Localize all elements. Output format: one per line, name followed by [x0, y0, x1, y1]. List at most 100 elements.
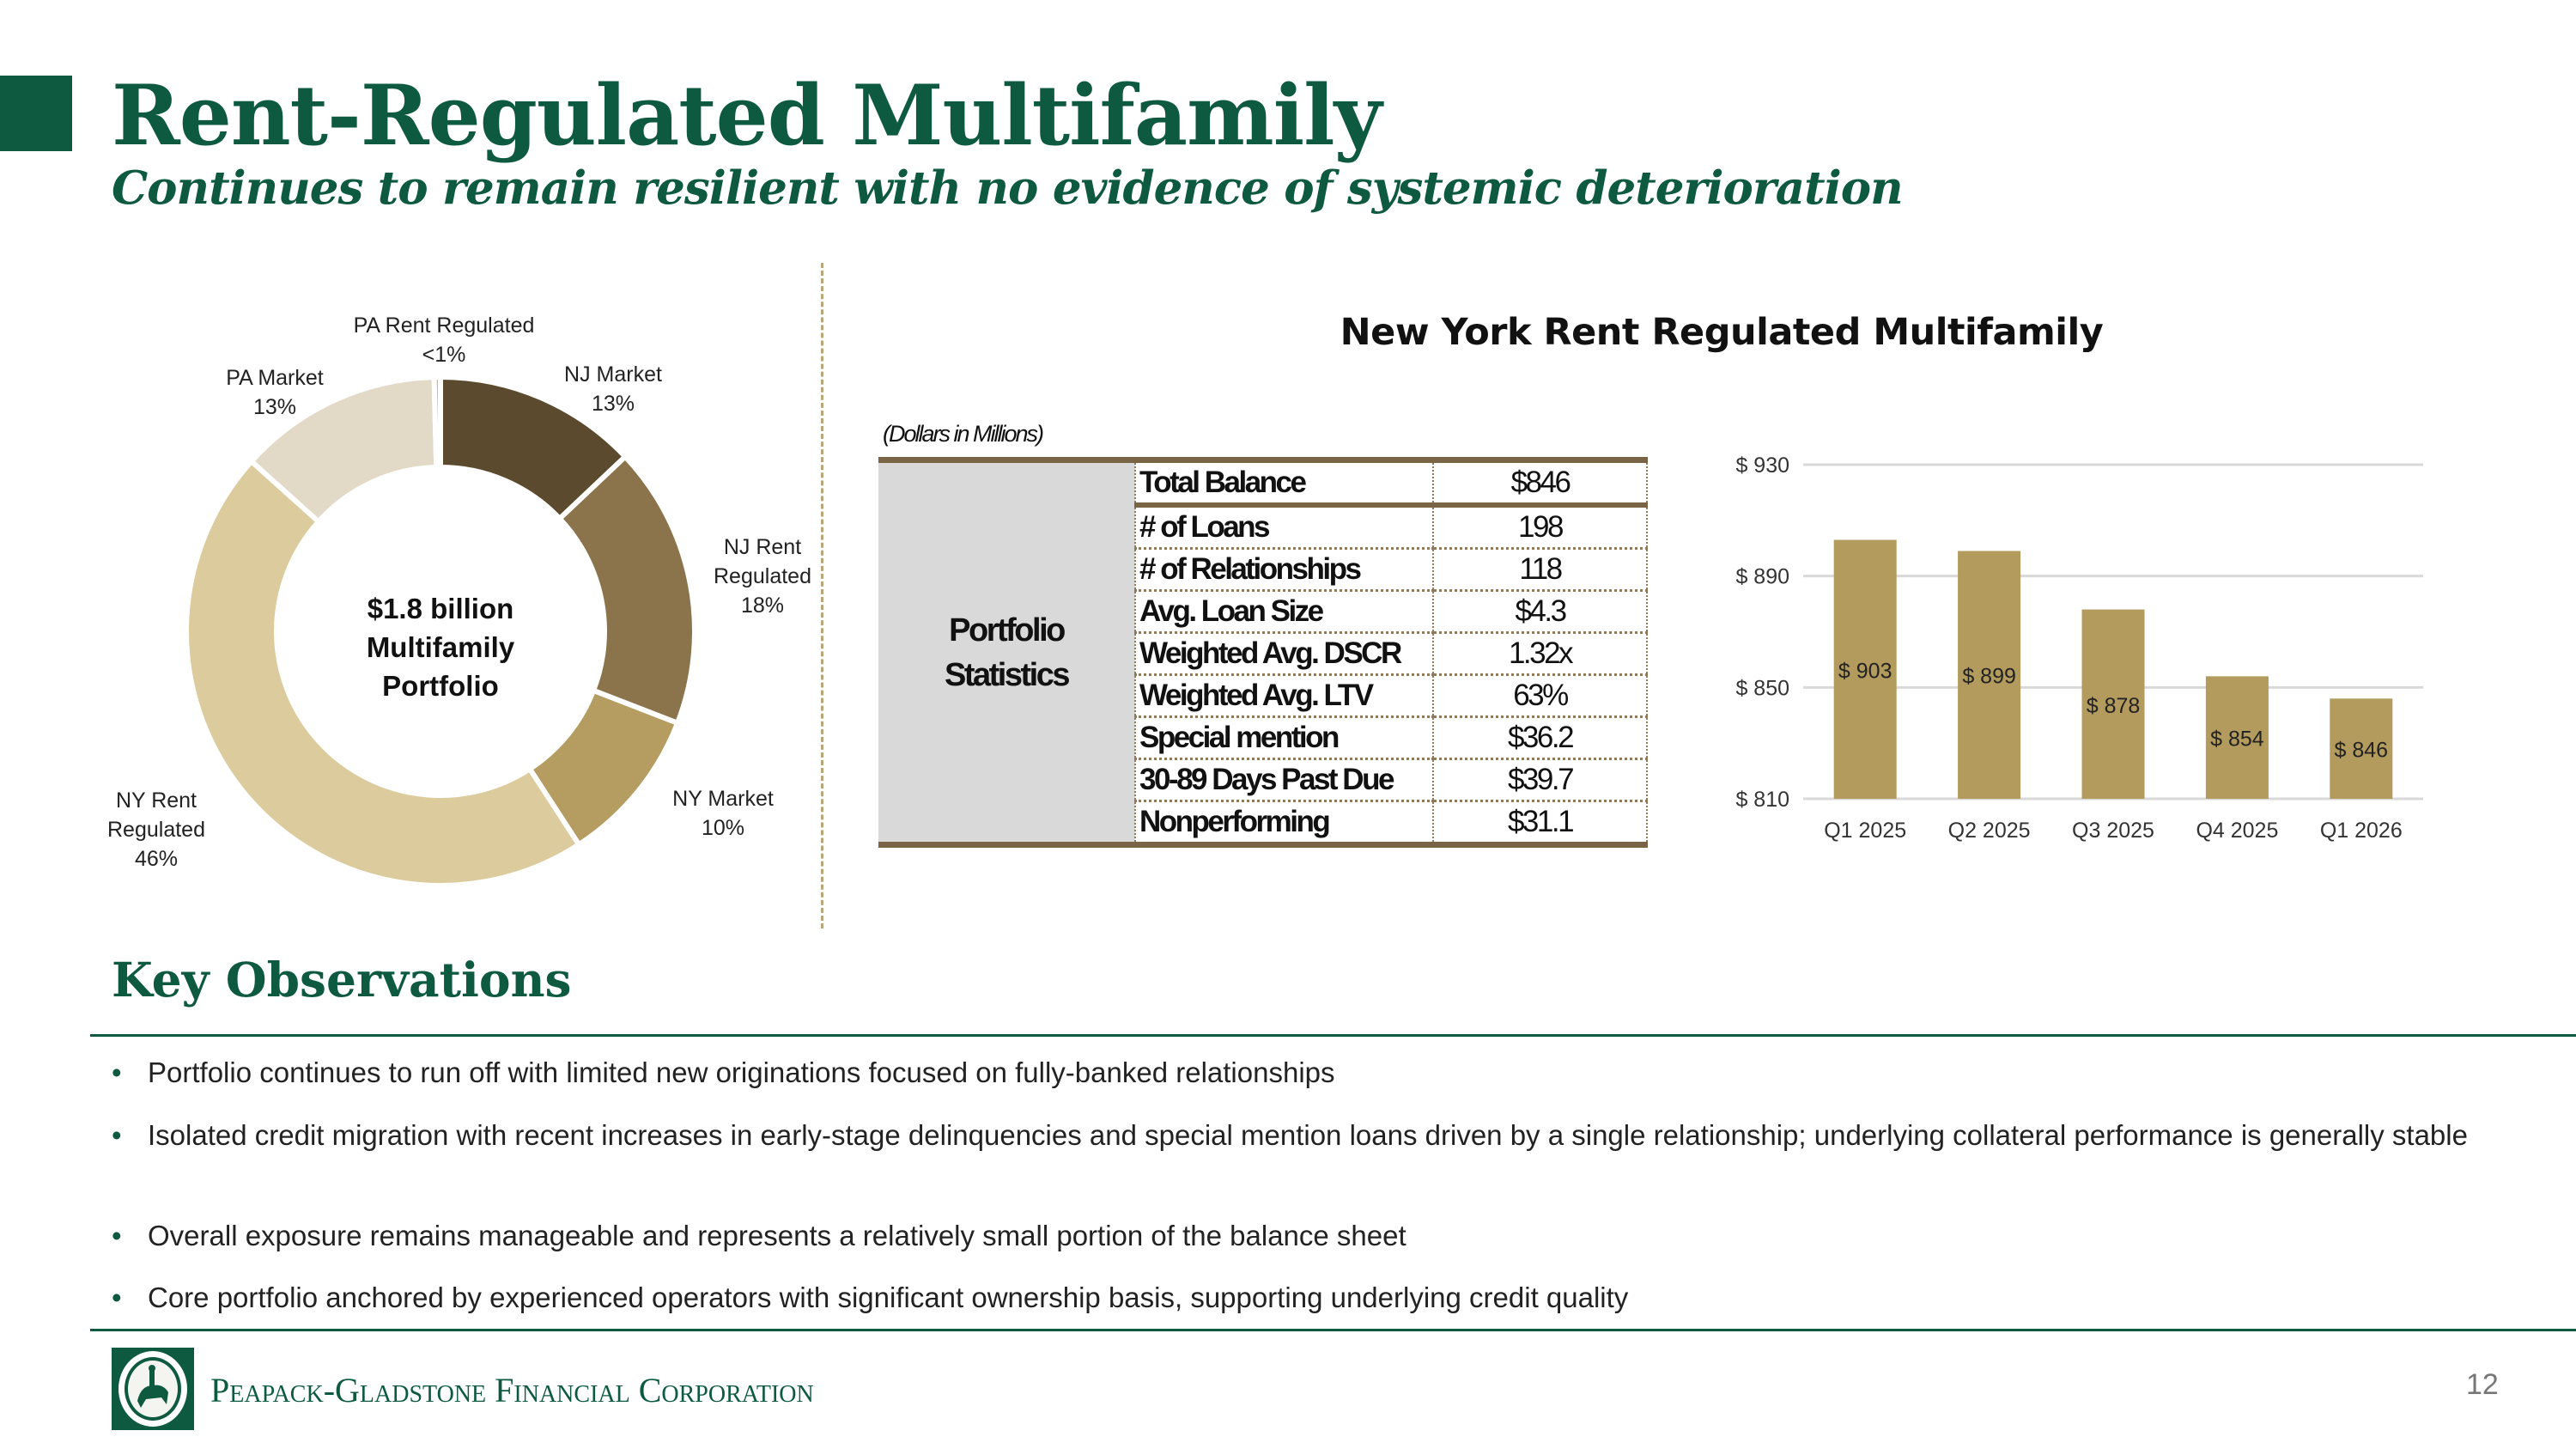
footer-divider	[90, 1329, 2576, 1331]
side-header-line: Portfolio	[949, 612, 1066, 648]
table-row: Portfolio Statistics Total Balance $846	[878, 460, 1648, 848]
row-label: Weighted Avg. DSCR	[1134, 632, 1434, 676]
row-label: Total Balance	[1134, 460, 1434, 508]
donut-label-line: 10%	[701, 816, 745, 840]
row-value: 118	[1433, 548, 1648, 592]
bar	[2081, 609, 2145, 799]
y-tick-label: $ 850	[1735, 676, 1789, 700]
page-title: Rent-Regulated Multifamily	[112, 67, 1382, 164]
observations-divider	[90, 1034, 2576, 1037]
bar	[1958, 551, 2021, 799]
company-logo	[112, 1348, 194, 1430]
row-label: # of Loans	[1134, 505, 1434, 550]
donut-label: PA Rent Regulated <1%	[354, 311, 535, 369]
row-value: 63%	[1433, 674, 1648, 718]
donut-center-line: Portfolio	[382, 670, 499, 702]
bar-data-label: $ 899	[1962, 665, 2016, 689]
bullet-icon: •	[112, 1220, 122, 1251]
row-value: $846	[1433, 460, 1648, 508]
ny-section-title: New York Rent Regulated Multifamily	[1340, 311, 2104, 354]
donut-label-line: 18%	[740, 594, 785, 618]
observation-text: Overall exposure remains manageable and …	[148, 1220, 1406, 1251]
x-tick-label: Q1 2025	[1824, 819, 1906, 843]
y-tick-label: $ 890	[1735, 565, 1789, 589]
x-tick-label: Q2 2025	[1948, 819, 2031, 843]
donut-label-line: NJ Market	[564, 362, 662, 387]
x-tick-label: Q3 2025	[2072, 819, 2154, 843]
row-label: Nonperforming	[1134, 801, 1434, 846]
table-row: Nonperforming $31.1	[878, 801, 1648, 846]
portfolio-donut-chart	[184, 374, 697, 888]
row-label: Weighted Avg. LTV	[1134, 674, 1434, 718]
donut-label-line: 13%	[591, 392, 635, 416]
portfolio-statistics-table: Portfolio Statistics Total Balance $846 # of…	[878, 457, 1648, 848]
observation-item: • Isolated credit migration with recent i…	[112, 1117, 2518, 1154]
y-tick-label: $ 930	[1735, 454, 1789, 478]
observation-item: • Overall exposure remains manageable and…	[112, 1217, 2518, 1255]
table-row: # of Relationships 118	[878, 548, 1648, 592]
observation-item: • Core portfolio anchored by experienced …	[112, 1279, 2518, 1317]
bullet-icon: •	[112, 1282, 122, 1313]
observation-text: Isolated credit migration with recent in…	[148, 1119, 2468, 1151]
bullet-icon: •	[112, 1119, 122, 1151]
donut-label-line: Regulated	[714, 564, 811, 588]
donut-label-line: Regulated	[107, 818, 205, 842]
bar	[2205, 676, 2269, 799]
company-name: Peapack-Gladstone Financial Corporation	[210, 1371, 814, 1409]
key-observations-heading: Key Observations	[112, 952, 572, 1008]
table-row: Weighted Avg. DSCR 1.32x	[878, 632, 1648, 676]
donut-label-line: NJ Rent	[723, 535, 802, 559]
donut-label: NJ Rent Regulated 18%	[714, 533, 811, 620]
observation-text: Core portfolio anchored by experienced o…	[148, 1282, 1629, 1313]
donut-center-line: Multifamily	[366, 631, 515, 663]
donut-label: NY Rent Regulated 46%	[107, 786, 205, 874]
bar-data-label: $ 846	[2335, 739, 2389, 763]
table-row: 30-89 Days Past Due $39.7	[878, 758, 1648, 802]
row-value: $36.2	[1433, 716, 1648, 760]
table-row: # of Loans 198	[878, 505, 1648, 550]
donut-label-line: <1%	[422, 343, 466, 367]
row-value: $31.1	[1433, 801, 1648, 846]
donut-label-line: NY Rent	[115, 788, 197, 813]
table-row: Avg. Loan Size $4.3	[878, 590, 1648, 634]
title-accent-square	[0, 76, 72, 151]
donut-label-line: 13%	[252, 395, 297, 419]
ny-balance-bar-chart: $ 810 $ 850 $ 890 $ 930 $ 903 Q1 2025 $ 899 Q2 …	[1735, 454, 2423, 843]
units-note: (Dollars in Millions)	[883, 421, 1044, 447]
page-subtitle: Continues to remain resilient with no ev…	[112, 161, 1904, 215]
donut-segment-pa-rent-regulated	[431, 374, 443, 471]
y-tick-label: $ 810	[1735, 788, 1789, 812]
row-label: Avg. Loan Size	[1134, 590, 1434, 634]
donut-center-line: $1.8 billion	[367, 593, 514, 624]
side-header: Portfolio Statistics	[878, 460, 1135, 848]
bar-data-label: $ 903	[1838, 659, 1893, 683]
donut-segment-ny-rent-regulated	[184, 457, 583, 888]
donut-center-label: $1.8 billion Multifamily Portfolio	[367, 589, 514, 705]
table-row: Weighted Avg. LTV 63%	[878, 674, 1648, 718]
table-row: Special mention $36.2	[878, 716, 1648, 760]
horse-rider-seal-icon	[118, 1351, 187, 1427]
bar	[2330, 698, 2393, 799]
page-number: 12	[2466, 1368, 2499, 1401]
bar-data-label: $ 854	[2210, 728, 2264, 752]
donut-label-line: PA Rent Regulated	[353, 314, 535, 338]
row-label: 30-89 Days Past Due	[1134, 758, 1434, 802]
row-value: $4.3	[1433, 590, 1648, 634]
row-value: 198	[1433, 505, 1648, 550]
row-value: 1.32x	[1433, 632, 1648, 676]
bar-data-label: $ 878	[2087, 694, 2141, 718]
side-header-line: Statistics	[945, 656, 1070, 693]
bullet-icon: •	[112, 1056, 122, 1088]
donut-label: PA Market 13%	[226, 363, 323, 422]
donut-label: NJ Market 13%	[564, 360, 662, 418]
row-value: $39.7	[1433, 758, 1648, 802]
observation-item: • Portfolio continues to run off with lim…	[112, 1054, 2518, 1092]
donut-label-line: PA Market	[226, 366, 324, 390]
bar	[1833, 539, 1897, 799]
donut-label-line: 46%	[134, 847, 179, 871]
x-tick-label: Q4 2025	[2196, 819, 2278, 843]
donut-label: NY Market 10%	[672, 784, 774, 843]
x-tick-label: Q1 2026	[2320, 819, 2403, 843]
row-label: # of Relationships	[1134, 548, 1434, 592]
donut-label-line: NY Market	[672, 787, 774, 811]
